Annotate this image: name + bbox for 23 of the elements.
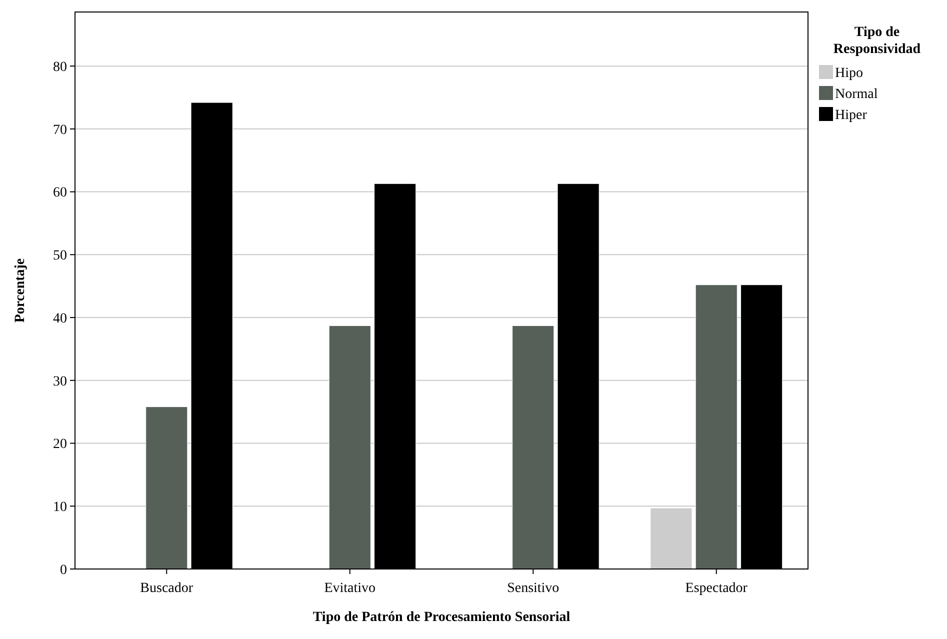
x-axis-title: Tipo de Patrón de Procesamiento Sensorial <box>312 610 570 625</box>
bar <box>695 284 738 570</box>
legend-label: Normal <box>835 86 878 102</box>
y-tick-label: 80 <box>53 60 67 75</box>
x-tick-label: Sensitivo <box>507 581 560 596</box>
y-tick-label: 10 <box>53 500 67 516</box>
bar <box>328 325 371 570</box>
legend-label: Hipo <box>835 66 863 81</box>
y-tick-label: 60 <box>53 186 67 201</box>
y-axis-title: Porcentaje <box>13 258 28 323</box>
bar <box>146 406 188 570</box>
y-tick-label: 40 <box>53 311 67 326</box>
y-tick-label: 50 <box>53 248 67 264</box>
bar <box>512 325 554 570</box>
x-tick-label: Espectador <box>685 581 748 596</box>
legend-title: Tipo de Responsividad <box>833 25 921 57</box>
y-tick-label: 70 <box>53 122 67 138</box>
y-tick-label: 20 <box>53 437 67 452</box>
legend-label: Hiper <box>835 108 868 123</box>
y-tick-label: 0 <box>60 562 67 578</box>
y-tick-label: 30 <box>53 374 67 390</box>
x-tick-label: Buscador <box>140 581 194 596</box>
x-tick-label: Evitativo <box>324 581 376 596</box>
